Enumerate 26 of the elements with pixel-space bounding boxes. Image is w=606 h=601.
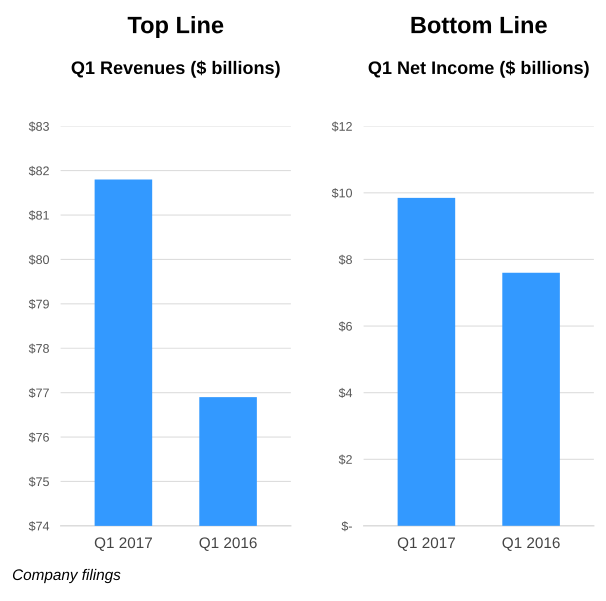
chart-subtitle: Q1 Net Income ($ billions) (368, 60, 589, 78)
y-tick-label: $12 (332, 121, 352, 132)
y-tick-label: $82 (28, 166, 49, 176)
y-tick-label: $74 (28, 521, 50, 532)
y-tick-label: $75 (28, 476, 49, 487)
chart-title: Bottom Line (411, 16, 547, 34)
text: Company filings (12, 568, 120, 584)
y-tick-label: $83 (28, 121, 49, 132)
y-tick-label: $77 (28, 388, 49, 398)
y-tick-label: $2 (338, 454, 352, 465)
y-tick-label: $78 (28, 344, 49, 354)
y-tick-label: $8 (338, 254, 352, 265)
y-tick-label: $81 (28, 210, 49, 220)
y-tick-label: $10 (332, 188, 352, 198)
x-tick-label: Q1 2017 (398, 537, 455, 551)
y-tick-label: $4 (338, 388, 352, 398)
y-tick-label: $79 (28, 299, 49, 310)
y-tick-label: $76 (28, 432, 49, 442)
x-tick-label: Q1 2016 (199, 537, 257, 551)
x-tick-label: Q1 2017 (94, 537, 152, 551)
chart-subtitle: Q1 Revenues ($ billions) (72, 60, 280, 78)
x-tick-label: Q1 2016 (502, 537, 560, 551)
y-tick-label: $80 (28, 254, 49, 265)
y-tick-label: $- (342, 521, 352, 532)
chart-title: Top Line (128, 16, 224, 38)
y-tick-label: $6 (338, 321, 352, 332)
